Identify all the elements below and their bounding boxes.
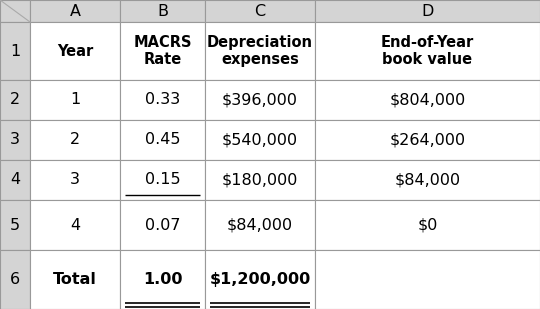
Text: $0: $0: [417, 218, 438, 232]
Text: Depreciation
expenses: Depreciation expenses: [207, 35, 313, 67]
Bar: [0, 0, 30, 22]
Text: $84,000: $84,000: [227, 218, 293, 232]
Text: 1.00: 1.00: [143, 272, 183, 287]
Text: $540,000: $540,000: [222, 133, 298, 147]
Bar: [120, 160, 205, 200]
Text: 4: 4: [10, 172, 20, 188]
Bar: [30, 200, 120, 250]
Text: $84,000: $84,000: [394, 172, 461, 188]
Text: $1,200,000: $1,200,000: [210, 272, 310, 287]
Bar: [120, 250, 205, 309]
Bar: [30, 160, 120, 200]
Bar: [120, 200, 205, 250]
Text: C: C: [254, 3, 266, 19]
Bar: [205, 200, 315, 250]
Text: 2: 2: [10, 92, 20, 108]
Bar: [315, 0, 540, 22]
Bar: [0, 120, 30, 160]
Bar: [205, 22, 315, 80]
Bar: [0, 160, 30, 200]
Bar: [120, 22, 205, 80]
Bar: [0, 250, 30, 309]
Bar: [120, 0, 205, 22]
Text: 1: 1: [70, 92, 80, 108]
Bar: [205, 80, 315, 120]
Text: 1: 1: [10, 44, 20, 58]
Text: Year: Year: [57, 44, 93, 58]
Text: $804,000: $804,000: [389, 92, 465, 108]
Text: $180,000: $180,000: [222, 172, 298, 188]
Bar: [315, 22, 540, 80]
Text: $264,000: $264,000: [389, 133, 465, 147]
Text: 3: 3: [70, 172, 80, 188]
Bar: [30, 22, 120, 80]
Text: End-of-Year
book value: End-of-Year book value: [381, 35, 474, 67]
Bar: [315, 250, 540, 309]
Bar: [0, 80, 30, 120]
Bar: [205, 160, 315, 200]
Bar: [30, 80, 120, 120]
Text: Total: Total: [53, 272, 97, 287]
Text: 0.07: 0.07: [145, 218, 180, 232]
Text: 6: 6: [10, 272, 20, 287]
Text: 3: 3: [10, 133, 20, 147]
Bar: [315, 200, 540, 250]
Bar: [205, 0, 315, 22]
Text: 0.33: 0.33: [145, 92, 180, 108]
Text: D: D: [421, 3, 434, 19]
Text: 4: 4: [70, 218, 80, 232]
Text: 2: 2: [70, 133, 80, 147]
Bar: [315, 120, 540, 160]
Bar: [30, 0, 120, 22]
Bar: [30, 250, 120, 309]
Text: B: B: [157, 3, 168, 19]
Bar: [0, 22, 30, 80]
Bar: [30, 120, 120, 160]
Text: A: A: [70, 3, 80, 19]
Text: 5: 5: [10, 218, 20, 232]
Bar: [315, 160, 540, 200]
Bar: [205, 250, 315, 309]
Text: 0.45: 0.45: [145, 133, 180, 147]
Bar: [0, 200, 30, 250]
Bar: [205, 120, 315, 160]
Text: 0.15: 0.15: [145, 172, 180, 188]
Text: MACRS
Rate: MACRS Rate: [133, 35, 192, 67]
Text: $396,000: $396,000: [222, 92, 298, 108]
Bar: [120, 120, 205, 160]
Bar: [120, 80, 205, 120]
Bar: [315, 80, 540, 120]
